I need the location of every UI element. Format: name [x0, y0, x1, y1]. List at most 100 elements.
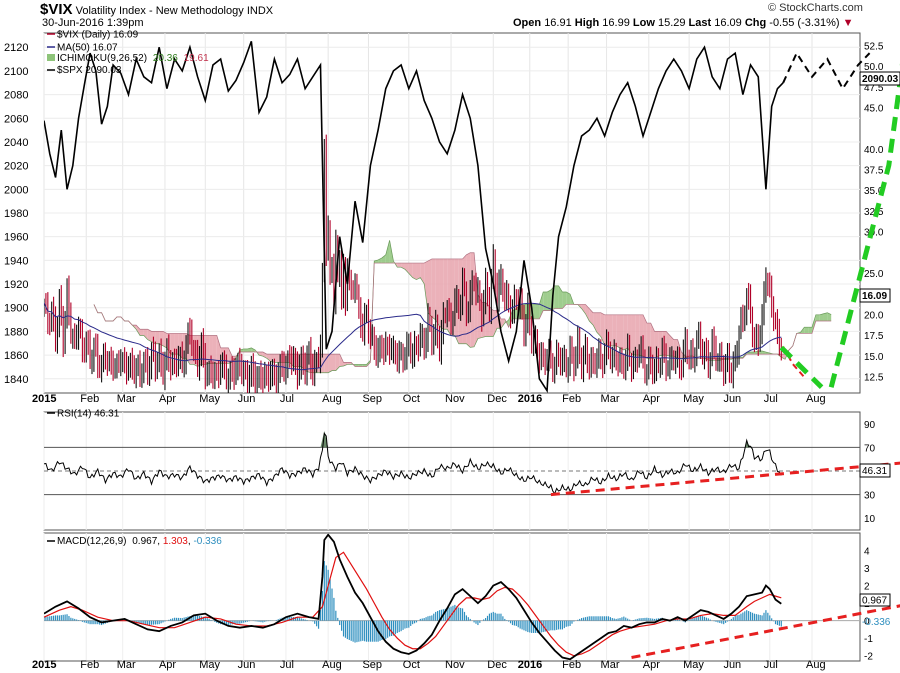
last-value: 16.09: [714, 17, 742, 29]
ichimoku-cloud-bull: [562, 292, 567, 309]
ichimoku-cloud-bear: [216, 335, 221, 364]
vix-last-tag: 16.09: [862, 291, 887, 302]
macd-signal-line: [44, 551, 782, 657]
spx-y-tick-label: 1840: [4, 374, 28, 386]
macd-x-tick-label: Nov: [445, 659, 465, 671]
ichimoku-cloud-bear: [666, 331, 670, 357]
price-axes: 2015 2015 Feb Feb Mar Mar Apr Apr May May Jun Jun Ju…: [4, 41, 884, 671]
macd-x-tick-label: Sep: [362, 659, 382, 671]
ichimoku-cloud-bear: [620, 314, 624, 350]
vix-projection-down: [782, 346, 806, 378]
spx-y-tick-label: 2120: [4, 42, 28, 54]
vix-y-tick-label: 45.0: [864, 103, 884, 114]
ichimoku-cloud-bear: [328, 354, 332, 373]
ichimoku-legend-name: ICHIMOKU(9,26,52): [57, 53, 147, 64]
macd-x-tick-label: Mar: [601, 659, 620, 671]
ichimoku-cloud-bull: [815, 314, 820, 321]
ichimoku-cloud-bull: [758, 351, 763, 355]
macd-x-tick-label: Oct: [403, 659, 420, 671]
rsi-plot: [44, 430, 860, 496]
vix-y-tick-label: 40.0: [864, 145, 884, 156]
ichimoku-cloud-bull: [558, 285, 563, 309]
macd-y-tick-label: -1: [864, 634, 873, 645]
macd-x-tick-label: Apr: [159, 659, 176, 671]
ichimoku-cloud-bear: [431, 258, 436, 320]
price-x-tick-label: Sep: [362, 393, 382, 405]
vix-y-tick-label: 30.0: [864, 228, 884, 239]
last-value-tags: 2090.03 16.09 46.31 0.967 -0.336: [859, 71, 900, 628]
low-label: Low: [632, 17, 655, 29]
ichimoku-cloud-bear: [635, 314, 640, 356]
ichimoku-cloud-bear: [212, 335, 217, 364]
spx-y-tick-label: 1880: [4, 326, 28, 338]
ichimoku-cloud-bull: [804, 327, 809, 334]
rsi-line: [44, 432, 782, 495]
ichimoku-legend: ICHIMOKU(9,26,52) 20.36 19.61: [57, 53, 209, 64]
ichimoku-cloud-bear: [654, 331, 659, 359]
ichimoku-cloud-bear: [404, 263, 409, 274]
ichimoku-cloud-bear: [608, 314, 613, 346]
vix-y-tick-label: 17.5: [864, 331, 884, 342]
price-x-tick-label: Dec: [487, 393, 507, 405]
rsi-last-tag: 46.31: [862, 466, 887, 477]
ichimoku-cloud-bear: [324, 354, 329, 373]
spx-line: [44, 41, 784, 393]
rsi-y-tick-label: 70: [864, 443, 876, 454]
ichimoku-cloud-bear: [182, 333, 187, 359]
ichimoku-cloud-bear: [262, 352, 267, 359]
price-x-tick-label: May: [199, 393, 220, 405]
price-x-tick-label: Jun: [238, 393, 256, 405]
spx-y-tick-label: 1980: [4, 208, 28, 220]
ichimoku-cloud-bear: [270, 354, 275, 363]
vix-y-tick-label: 47.5: [864, 83, 884, 94]
ichimoku-cloud-bear: [178, 333, 183, 359]
ichimoku-cloud-bear: [339, 354, 344, 367]
ichimoku-cloud-bear: [451, 258, 455, 336]
macd-x-tick-label: Jun: [238, 659, 256, 671]
price-x-tick-label: 2016: [518, 393, 542, 405]
vix-legend: $VIX (Daily) 16.09: [57, 30, 139, 41]
ichimoku-legend-a: 20.36: [153, 53, 178, 64]
macd-x-tick-label: Feb: [562, 659, 581, 671]
ichimoku-cloud-bear: [416, 263, 421, 280]
macd-line: [44, 533, 782, 661]
price-x-tick-label: Jun: [723, 393, 741, 405]
ichimoku-cloud-bear: [170, 333, 175, 355]
ichimoku-cloud-bull: [385, 240, 390, 264]
ichimoku-cloud-bear: [228, 347, 233, 364]
vix-y-tick-label: 25.0: [864, 269, 884, 280]
price-x-tick-label: Apr: [643, 393, 660, 405]
ichimoku-cloud-bull: [251, 347, 256, 353]
ichimoku-cloud-bear: [174, 333, 179, 355]
symbol-name: Volatility Index - New Methodology: [75, 5, 244, 17]
ichimoku-cloud-bear: [397, 263, 402, 268]
ichimoku-cloud-bear: [585, 304, 590, 321]
price-legend: $VIX (Daily) 16.09 MA(50) 16.07 ICHIMOKU…: [47, 30, 209, 76]
macd-x-tick-label: Jun: [723, 659, 741, 671]
macd-x-tick-label: Apr: [643, 659, 660, 671]
macd-legend-name: MACD(12,26,9): [57, 536, 126, 547]
ma-legend: MA(50) 16.07: [57, 43, 118, 54]
ichimoku-cloud-bear: [589, 308, 594, 326]
spx-legend: $SPX 2090.03: [57, 65, 122, 76]
open-value: 16.91: [544, 17, 572, 29]
price-x-tick-label: Nov: [445, 393, 465, 405]
ichimoku-cloud-bear: [274, 354, 279, 363]
last-label: Last: [688, 17, 712, 29]
macd-y-tick-label: 4: [864, 547, 870, 558]
rsi-y-tick-label: 10: [864, 514, 876, 525]
ichimoku-cloud-bear: [462, 254, 467, 344]
macd-trendline: [631, 604, 900, 659]
ichimoku-cloud-bear: [466, 252, 471, 348]
price-x-tick-label: Aug: [806, 393, 826, 405]
chart-date: 30-Jun-2016 1:39pm: [42, 17, 144, 29]
ichimoku-cloud-bear: [140, 329, 144, 336]
ichimoku-cloud-bear: [650, 323, 655, 359]
vix-y-tick-label: 52.5: [864, 41, 884, 52]
spx-last-tag: 2090.03: [862, 74, 899, 85]
ichimoku-cloud-bear: [155, 331, 160, 344]
ichimoku-cloud-bear: [669, 335, 674, 357]
macd-x-tick-label: Aug: [806, 659, 826, 671]
vix-y-tick-label: 37.5: [864, 166, 884, 177]
